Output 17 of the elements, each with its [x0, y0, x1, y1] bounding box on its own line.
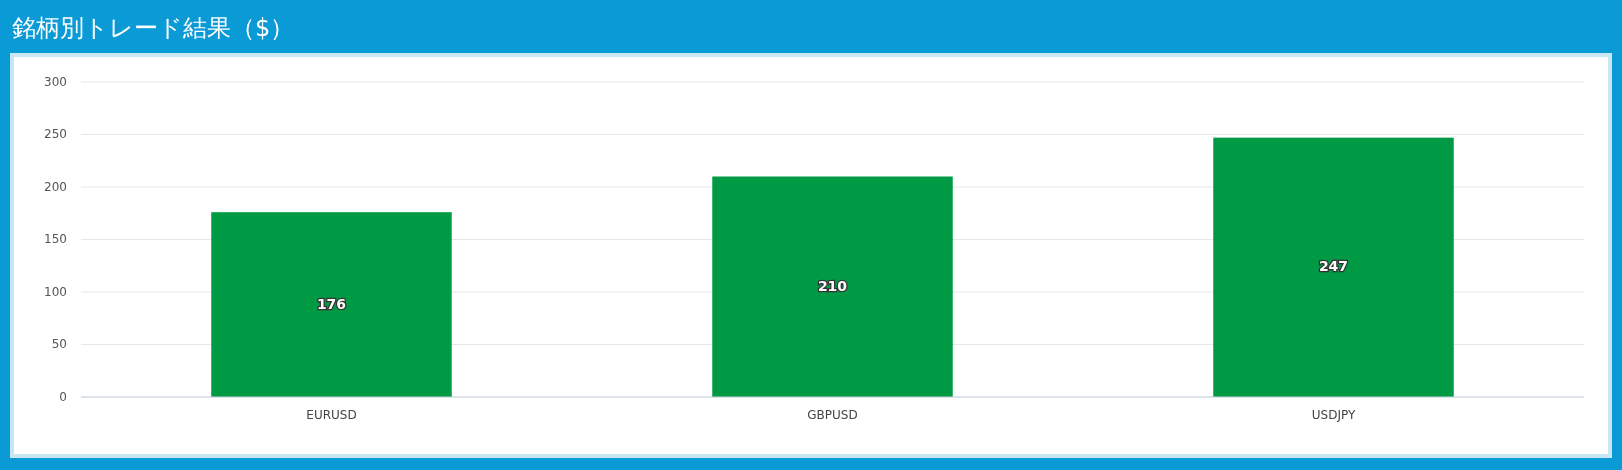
- y-tick-label: 100: [44, 284, 67, 299]
- data-label: 247: [1318, 258, 1349, 275]
- y-tick-label: 150: [44, 232, 67, 246]
- x-tick-label: EURUSD: [306, 408, 357, 422]
- y-tick-label: 300: [44, 74, 67, 89]
- y-tick-label: 200: [44, 179, 67, 194]
- bar: [712, 176, 953, 397]
- y-tick-label: 250: [44, 127, 67, 141]
- chart-title: 銘柄別トレード結果（$）: [12, 14, 295, 42]
- x-tick-label: GBPUSD: [807, 408, 858, 422]
- data-label: 210: [817, 277, 848, 294]
- x-tick-label: USDJPY: [1311, 408, 1356, 422]
- y-tick-label: 50: [51, 337, 67, 351]
- data-label: 176: [316, 295, 347, 312]
- y-tick-label: 0: [59, 389, 67, 404]
- bar: [211, 212, 452, 397]
- bar: [1213, 137, 1454, 397]
